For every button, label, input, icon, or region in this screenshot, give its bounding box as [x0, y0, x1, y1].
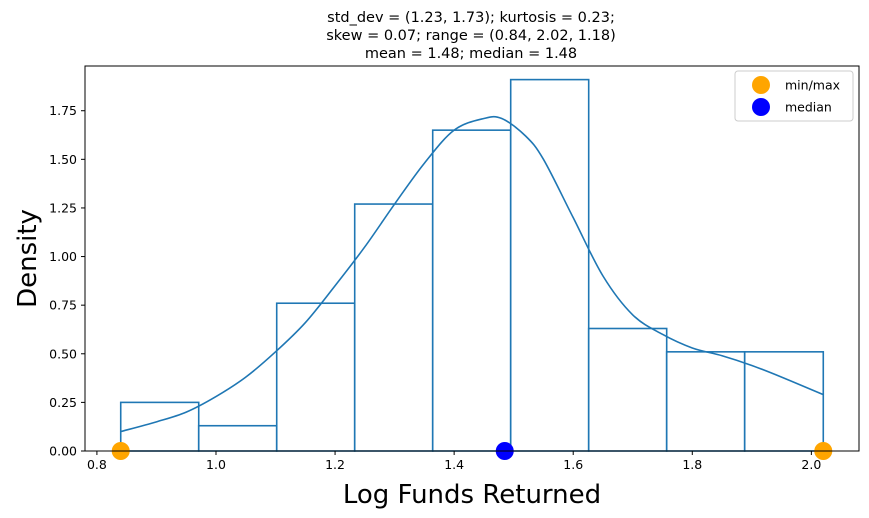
y-tick-label: 0.50 [49, 346, 77, 361]
y-axis-label: Density [13, 209, 43, 308]
legend-label-median: median [785, 100, 832, 115]
x-tick-label: 2.0 [801, 457, 821, 472]
histogram-bar [509, 78, 590, 452]
y-tick-label: 1.50 [49, 152, 77, 167]
plot-frame [84, 65, 860, 452]
kde-curve [120, 115, 824, 433]
histogram-bar [353, 203, 434, 452]
x-tick-label: 1.0 [206, 457, 226, 472]
histogram-bar [431, 129, 512, 452]
chart-title: std_dev = (1.23, 1.73); kurtosis = 0.23;… [326, 10, 616, 62]
histogram-bar [665, 351, 746, 452]
legend: min/max median [734, 70, 854, 122]
y-tick-label: 1.00 [49, 249, 77, 264]
title-line-3: mean = 1.48; median = 1.48 [365, 46, 577, 62]
kde-layer [120, 115, 824, 433]
y-axis-ticks: 0.00 0.25 0.50 0.75 1.00 1.25 1.50 1.75 [49, 103, 85, 459]
legend-label-minmax: min/max [785, 78, 840, 93]
x-axis-ticks: 0.8 1.0 1.2 1.4 1.6 1.8 2.0 [87, 451, 821, 472]
legend-swatch-median [752, 98, 770, 116]
x-tick-label: 1.2 [325, 457, 345, 472]
y-tick-label: 0.75 [49, 298, 77, 313]
x-axis-label: Log Funds Returned [343, 480, 601, 510]
x-tick-label: 1.6 [563, 457, 583, 472]
legend-swatch-minmax [752, 76, 770, 94]
y-tick-label: 1.75 [49, 103, 77, 118]
x-tick-label: 0.8 [87, 457, 107, 472]
title-line-1: std_dev = (1.23, 1.73); kurtosis = 0.23; [327, 10, 615, 26]
y-tick-label: 1.25 [49, 200, 77, 215]
y-tick-label: 0.25 [49, 395, 77, 410]
title-line-2: skew = 0.07; range = (0.84, 2.02, 1.18) [326, 28, 616, 44]
x-tick-label: 1.4 [444, 457, 464, 472]
x-tick-label: 1.8 [682, 457, 702, 472]
histogram-bars [119, 78, 825, 452]
histogram-bar [275, 302, 356, 452]
histogram-bar [119, 401, 200, 452]
histogram-bar [197, 424, 278, 452]
y-tick-label: 0.00 [49, 444, 77, 459]
histogram-bar [587, 327, 668, 452]
